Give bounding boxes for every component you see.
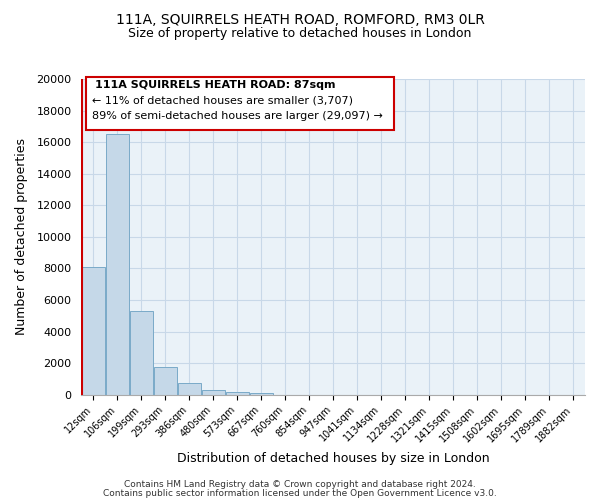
Text: 111A SQUIRRELS HEATH ROAD: 87sqm: 111A SQUIRRELS HEATH ROAD: 87sqm: [95, 80, 336, 90]
Bar: [154, 367, 176, 394]
Text: Contains public sector information licensed under the Open Government Licence v3: Contains public sector information licen…: [103, 489, 497, 498]
Bar: [178, 383, 200, 394]
Bar: [82, 267, 104, 394]
Bar: [130, 311, 152, 394]
Bar: [250, 393, 272, 394]
X-axis label: Distribution of detached houses by size in London: Distribution of detached houses by size …: [177, 452, 490, 465]
Text: Size of property relative to detached houses in London: Size of property relative to detached ho…: [128, 28, 472, 40]
Text: Contains HM Land Registry data © Crown copyright and database right 2024.: Contains HM Land Registry data © Crown c…: [124, 480, 476, 489]
Bar: [106, 134, 128, 394]
Text: ← 11% of detached houses are smaller (3,707): ← 11% of detached houses are smaller (3,…: [92, 96, 353, 106]
Text: 89% of semi-detached houses are larger (29,097) →: 89% of semi-detached houses are larger (…: [92, 111, 383, 121]
Y-axis label: Number of detached properties: Number of detached properties: [15, 138, 28, 336]
Text: 111A, SQUIRRELS HEATH ROAD, ROMFORD, RM3 0LR: 111A, SQUIRRELS HEATH ROAD, ROMFORD, RM3…: [116, 12, 484, 26]
Bar: [226, 392, 248, 394]
Bar: [202, 390, 224, 394]
